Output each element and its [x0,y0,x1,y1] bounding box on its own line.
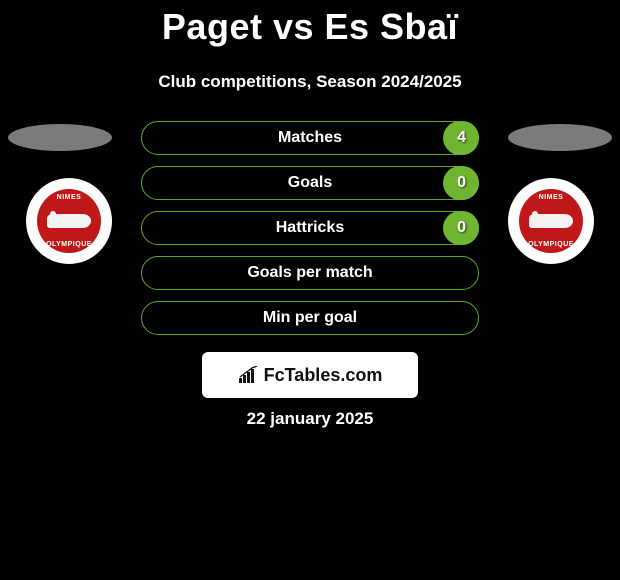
stat-row-min-per-goal: Min per goal [0,301,620,335]
stat-label: Matches [142,129,478,147]
stat-label: Goals [142,174,478,192]
stats-area: Matches 4 Goals 0 Hattricks 0 Goals per … [0,121,620,346]
subtitle: Club competitions, Season 2024/2025 [0,48,620,92]
stat-row-matches: Matches 4 [0,121,620,155]
stat-value: 0 [457,174,466,192]
stat-row-goals-per-match: Goals per match [0,256,620,290]
stat-row-hattricks: Hattricks 0 [0,211,620,245]
stat-label: Hattricks [142,219,478,237]
logo-text: FcTables.com [264,365,383,386]
page-title: Paget vs Es Sbaï [0,0,620,48]
date-line: 22 january 2025 [0,409,620,429]
logo-box: FcTables.com [202,352,418,398]
bars-icon [238,366,260,384]
stat-value: 4 [457,129,466,147]
stat-label: Goals per match [142,264,478,282]
stat-value: 0 [457,219,466,237]
stat-row-goals: Goals 0 [0,166,620,200]
stat-label: Min per goal [142,309,478,327]
